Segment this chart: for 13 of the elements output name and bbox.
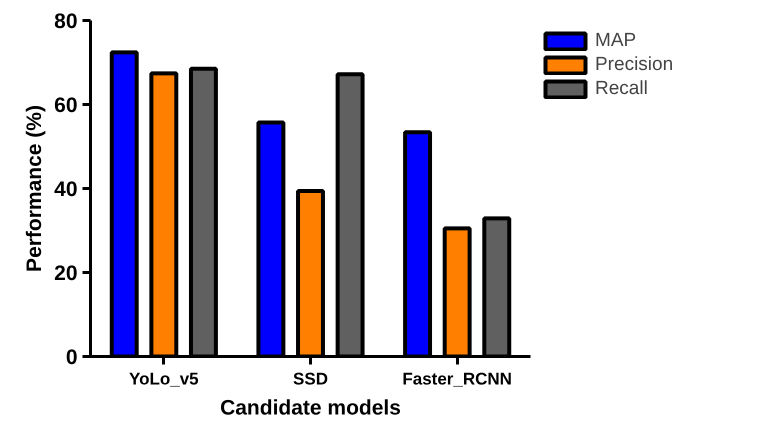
y-axis-title: Performance (%) (23, 105, 46, 272)
x-tick-label: SSD (293, 370, 328, 388)
x-axis-title: Candidate models (220, 396, 401, 420)
y-tick-label: 20 (54, 262, 78, 285)
y-tick-label: 0 (66, 346, 78, 369)
y-tick-label: 40 (54, 178, 78, 201)
legend-label: MAP (595, 30, 636, 52)
x-tick-label: YoLo_v5 (129, 370, 199, 388)
y-tick-label: 80 (54, 10, 78, 33)
y-tick-label: 60 (54, 94, 78, 117)
legend-label: Recall (595, 78, 648, 100)
legend-label: Precision (595, 54, 674, 76)
x-tick-label: Faster_RCNN (402, 370, 512, 388)
